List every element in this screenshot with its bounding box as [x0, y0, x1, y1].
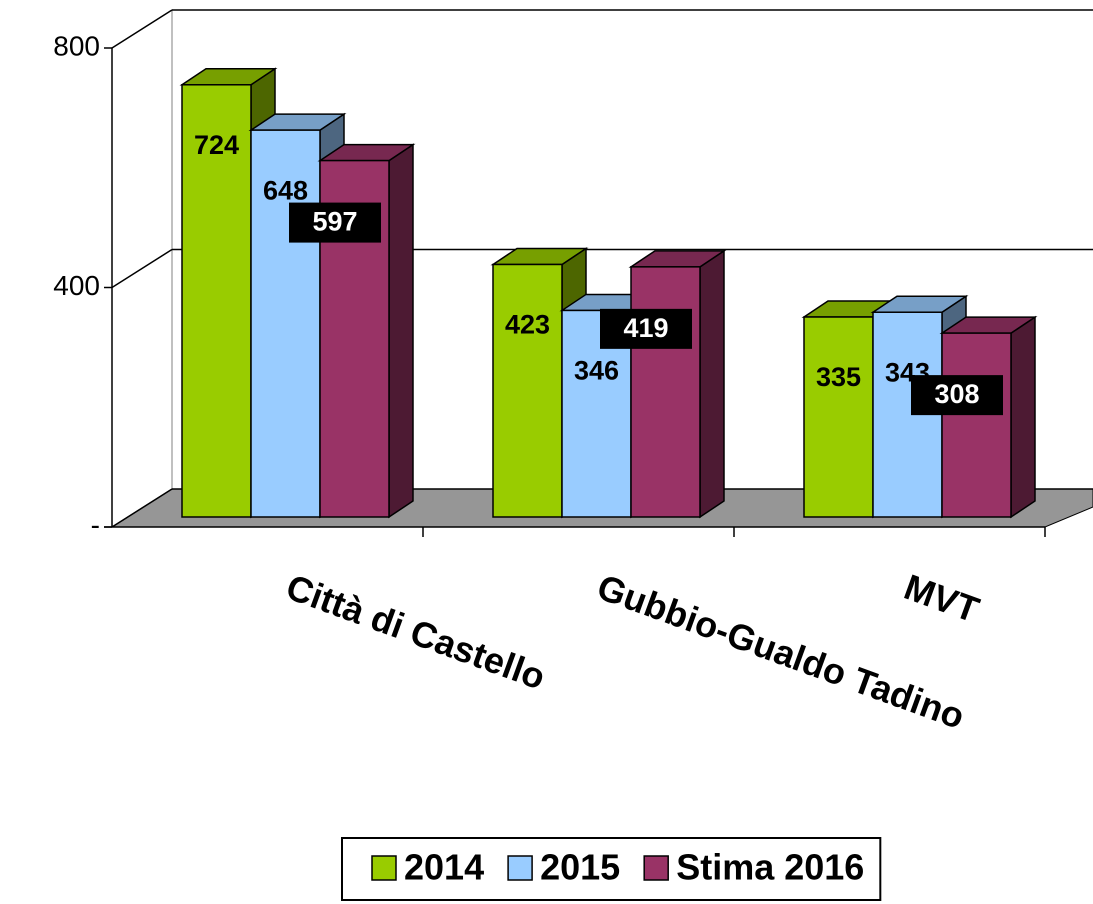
bar-side [388, 143, 414, 519]
bar [250, 129, 321, 518]
value-label-box [600, 308, 692, 349]
y-tick-label: 400 [53, 270, 100, 301]
legend-swatch [371, 855, 397, 881]
bar-side [1010, 315, 1036, 519]
legend-box [341, 837, 882, 901]
value-label-box [289, 202, 381, 243]
y-tick-label: 800 [53, 30, 100, 61]
value-label: 648 [263, 175, 308, 205]
bar-side [699, 249, 725, 519]
value-label: 724 [194, 130, 239, 160]
value-label: 419 [623, 313, 668, 343]
legend-label: 2015 [540, 847, 620, 888]
x-tick-label: Città di Castello [281, 566, 551, 698]
value-label: 308 [934, 379, 979, 409]
bar [941, 332, 1012, 518]
grid-line-side [111, 9, 173, 49]
value-label: 423 [505, 310, 550, 340]
bar [630, 266, 701, 518]
legend-label: Stima 2016 [676, 847, 864, 888]
value-label: 335 [816, 362, 861, 392]
bar [803, 316, 874, 518]
legend: 2014 2015 Stima 2016 [341, 837, 882, 901]
bar [492, 263, 563, 518]
y-tick-label: - [91, 509, 100, 540]
value-label: 346 [574, 356, 619, 386]
legend-swatch [643, 855, 669, 881]
grid-line-side [111, 488, 173, 528]
value-label: 597 [312, 207, 357, 237]
legend-swatch [507, 855, 533, 881]
x-tick-label: MVT [899, 566, 984, 631]
legend-label: 2014 [404, 847, 484, 888]
grid-line-side [111, 248, 173, 289]
value-label-box [911, 375, 1003, 416]
